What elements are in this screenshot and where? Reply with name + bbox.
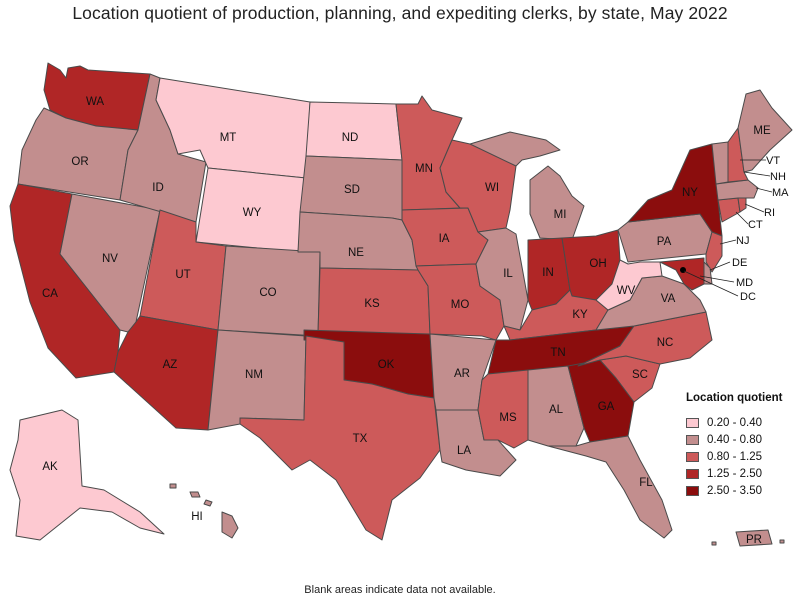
legend-item: 0.20 - 0.40 <box>686 414 798 431</box>
legend-swatch <box>686 451 699 462</box>
label-ct: CT <box>748 219 763 231</box>
label-pr: PR <box>746 534 762 546</box>
legend-item: 1.25 - 2.50 <box>686 465 798 482</box>
state-nc[interactable] <box>577 311 713 367</box>
legend: Location quotient 0.20 - 0.40 0.40 - 0.8… <box>686 392 798 499</box>
label-mt: MT <box>220 132 237 144</box>
legend-swatch <box>686 417 699 428</box>
label-de: DE <box>732 257 747 269</box>
label-va: VA <box>661 293 676 305</box>
legend-label: 1.25 - 2.50 <box>707 467 762 480</box>
state-hi[interactable] <box>169 483 239 539</box>
label-ne: NE <box>348 247 364 259</box>
label-ks: KS <box>364 298 380 310</box>
legend-swatch <box>686 485 699 496</box>
label-la: LA <box>457 445 471 457</box>
label-ia: IA <box>439 233 450 245</box>
label-mo: MO <box>451 299 470 311</box>
label-wa: WA <box>86 96 104 108</box>
state-ma[interactable] <box>715 179 759 201</box>
leader-nj <box>719 239 737 245</box>
legend-label: 0.80 - 1.25 <box>707 450 762 463</box>
leader-nh <box>743 171 771 177</box>
label-vt: VT <box>766 155 780 167</box>
label-az: AZ <box>163 359 178 371</box>
legend-item: 0.40 - 0.80 <box>686 431 798 448</box>
label-il: IL <box>503 268 513 280</box>
label-sd: SD <box>344 184 360 196</box>
label-in: IN <box>542 267 554 279</box>
legend-label: 0.20 - 0.40 <box>707 416 762 429</box>
label-nv: NV <box>102 253 118 265</box>
state-ms[interactable] <box>477 369 529 449</box>
leader-md <box>699 275 735 283</box>
label-ok: OK <box>378 359 395 371</box>
label-co: CO <box>259 287 276 299</box>
label-wv: WV <box>617 285 636 297</box>
label-or: OR <box>71 156 88 168</box>
label-mn: MN <box>415 163 433 175</box>
label-tx: TX <box>353 433 368 445</box>
label-sc: SC <box>632 369 648 381</box>
label-nh: NH <box>770 171 786 183</box>
label-hi: HI <box>191 511 203 523</box>
label-me: ME <box>753 125 771 137</box>
label-id: ID <box>152 182 164 194</box>
label-ky: KY <box>572 309 588 321</box>
state-nd[interactable] <box>305 101 403 161</box>
label-fl: FL <box>639 477 653 489</box>
leader-ct <box>735 211 749 225</box>
map-title: Location quotient of production, plannin… <box>72 3 728 23</box>
label-wi: WI <box>485 182 499 194</box>
state-pr[interactable] <box>711 529 785 547</box>
legend-label: 2.50 - 3.50 <box>707 484 762 497</box>
label-pa: PA <box>657 236 672 248</box>
state-me[interactable] <box>737 89 793 173</box>
label-dc: DC <box>740 291 756 303</box>
state-nj[interactable] <box>705 231 723 273</box>
label-ut: UT <box>175 269 190 281</box>
label-nm: NM <box>245 369 263 381</box>
label-ri: RI <box>764 207 775 219</box>
legend-label: 0.40 - 0.80 <box>707 433 762 446</box>
label-oh: OH <box>589 258 606 270</box>
label-wy: WY <box>243 207 262 219</box>
leader-ri <box>744 203 765 213</box>
label-ar: AR <box>454 368 470 380</box>
state-az[interactable] <box>113 315 219 431</box>
leader-dc <box>683 270 739 297</box>
legend-item: 0.80 - 1.25 <box>686 448 798 465</box>
label-nd: ND <box>342 132 359 144</box>
label-nj: NJ <box>736 235 749 247</box>
label-nc: NC <box>657 337 674 349</box>
legend-item: 2.50 - 3.50 <box>686 482 798 499</box>
label-mi: MI <box>554 209 567 221</box>
label-ms: MS <box>499 412 517 424</box>
leader-de <box>709 261 731 271</box>
state-md[interactable] <box>659 257 705 291</box>
label-ca: CA <box>42 288 58 300</box>
legend-title: Location quotient <box>686 392 783 404</box>
footnote: Blank areas indicate data not available. <box>304 584 496 596</box>
label-ga: GA <box>598 401 615 413</box>
state-ct[interactable] <box>717 197 741 223</box>
label-md: MD <box>736 277 753 289</box>
state-tx[interactable] <box>239 335 441 541</box>
legend-swatch <box>686 434 699 445</box>
state-mi[interactable] <box>469 131 585 241</box>
state-fl[interactable] <box>547 435 673 539</box>
legend-swatch <box>686 468 699 479</box>
leader-ma <box>755 187 773 193</box>
state-ri[interactable] <box>737 197 747 213</box>
state-ak[interactable] <box>9 409 165 541</box>
state-nh[interactable] <box>727 127 749 183</box>
dc-marker-dot <box>680 267 686 273</box>
label-ny: NY <box>682 187 698 199</box>
label-al: AL <box>549 404 564 416</box>
label-tn: TN <box>550 347 565 359</box>
label-ak: AK <box>42 461 58 473</box>
label-ma: MA <box>772 187 789 199</box>
